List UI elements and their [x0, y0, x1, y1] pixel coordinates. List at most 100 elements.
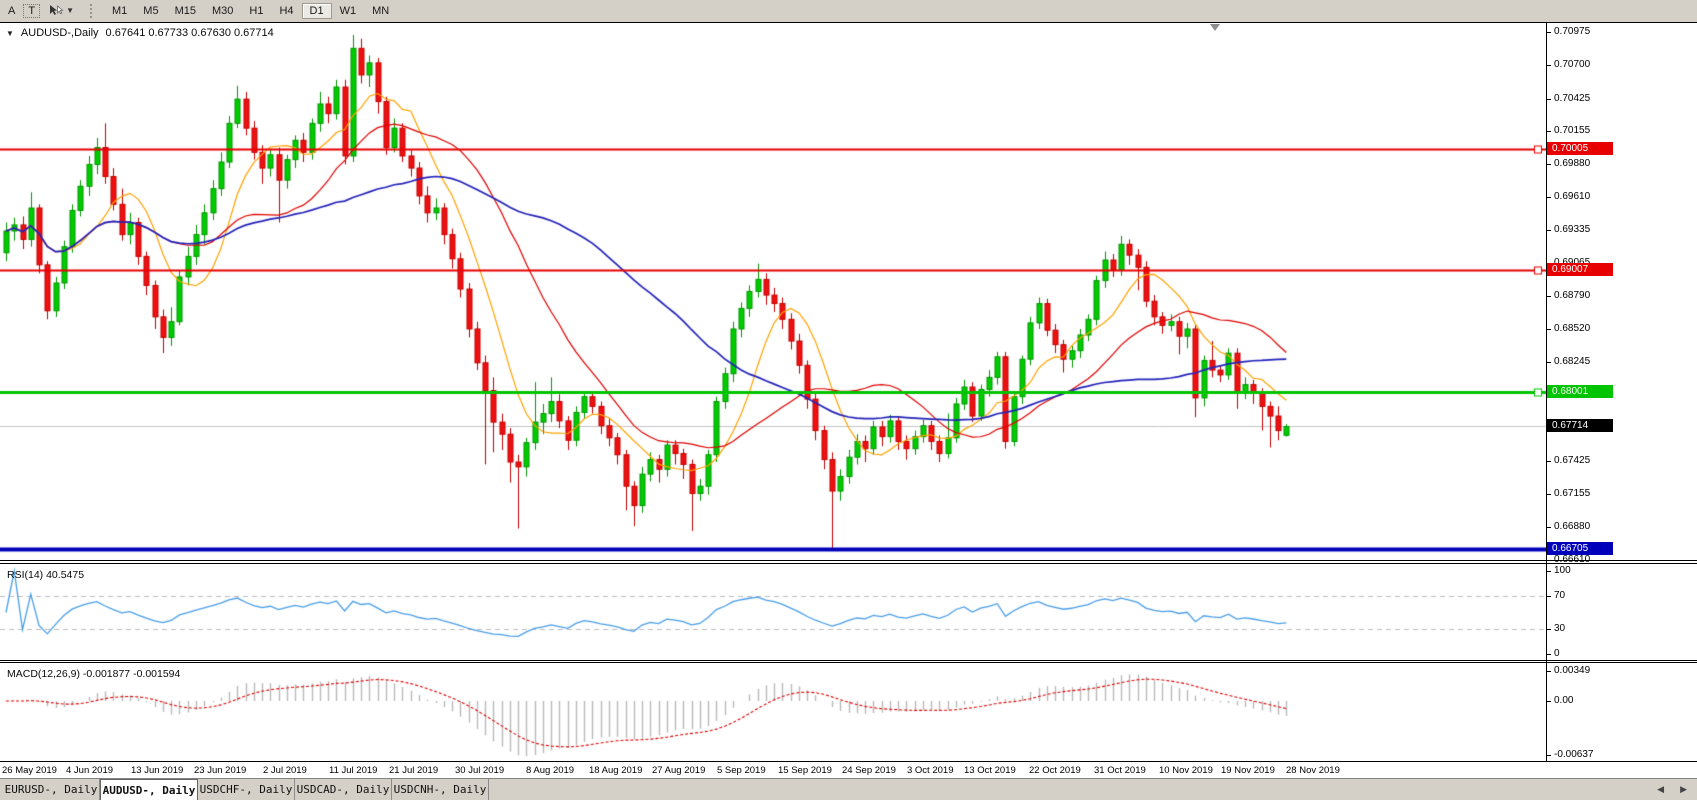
price-axis-tick	[1546, 98, 1551, 100]
price-axis-label: 0.66880	[1554, 521, 1591, 533]
timeframe-button-m30[interactable]: M30	[211, 4, 234, 17]
rsi-axis-label: 70	[1554, 589, 1566, 601]
price-axis-border	[1546, 23, 1547, 761]
chart-tab-eurusd[interactable]: EURUSD-, Daily	[3, 779, 100, 800]
price-axis-tick	[1546, 230, 1551, 232]
date-axis-label: 21 Jul 2019	[389, 765, 439, 776]
rsi-pane-bottom-border[interactable]	[0, 660, 1697, 661]
date-axis-label: 13 Jun 2019	[131, 765, 184, 776]
chart-tab-usdchf[interactable]: USDCHF-, Daily	[198, 779, 295, 800]
price-axis-label: 0.70155	[1554, 125, 1591, 137]
cursor-icon	[50, 5, 64, 15]
date-axis-label: 19 Nov 2019	[1221, 765, 1275, 776]
macd-axis-tick	[1546, 701, 1551, 702]
tab-scroll-arrows: ◀ ▶	[1657, 779, 1697, 800]
price-axis-tick	[1546, 461, 1551, 463]
price-axis-tick	[1546, 197, 1551, 199]
rsi-canvas[interactable]	[0, 564, 1546, 660]
macd-label: MACD(12,26,9) -0.001877 -0.001594	[7, 668, 181, 680]
macd-pane-bottom-border	[0, 761, 1697, 762]
timeframe-button-d1[interactable]: D1	[301, 2, 332, 19]
rsi-label: RSI(14) 40.5475	[7, 569, 85, 581]
date-axis-label: 15 Sep 2019	[778, 765, 832, 776]
date-axis-label: 10 Nov 2019	[1159, 765, 1213, 776]
date-axis-label: 8 Aug 2019	[526, 765, 575, 776]
tab-scroll-left-icon[interactable]: ◀	[1657, 784, 1665, 794]
arrow-tool-button[interactable]: A	[8, 4, 16, 17]
chart-window: ▼ AUDUSD-,Daily 0.67641 0.67733 0.67630 …	[0, 22, 1697, 778]
macd-pane-top-border	[0, 662, 1697, 663]
date-axis-label: 28 Nov 2019	[1286, 765, 1340, 776]
price-axis-tick	[1546, 296, 1551, 298]
chart-tabs: EURUSD-, Daily AUDUSD-, Daily USDCHF-, Dai…	[3, 779, 489, 800]
date-axis-label: 13 Oct 2019	[964, 765, 1016, 776]
price-axis-label: 0.68245	[1554, 356, 1591, 368]
toolbar: A T ▼ M1 M5 M15 M30 H1 H4 D1 W1 MN	[0, 0, 1697, 21]
timeframe-button-w1[interactable]: W1	[339, 4, 357, 17]
chevron-down-icon: ▼	[66, 6, 74, 15]
price-axis-tick	[1546, 32, 1551, 33]
chart-title: ▼ AUDUSD-,Daily 0.67641 0.67733 0.67630 …	[6, 27, 274, 39]
chart-tab-usdcad[interactable]: USDCAD-, Daily	[295, 779, 392, 800]
ohlc-values: 0.67641 0.67733 0.67630 0.67714	[105, 27, 274, 39]
price-axis-label: 0.70425	[1554, 92, 1591, 104]
macd-canvas[interactable]	[0, 663, 1546, 761]
date-axis-label: 3 Oct 2019	[907, 765, 954, 776]
date-axis-label: 4 Jun 2019	[66, 765, 114, 776]
price-line-tag: 0.66705	[1547, 541, 1613, 555]
macd-axis-label: -0.00637	[1554, 749, 1594, 761]
chart-shift-marker-icon	[1210, 24, 1220, 31]
price-axis-label: 0.68790	[1554, 290, 1591, 302]
price-line-tag: 0.68001	[1547, 384, 1613, 398]
price-axis-tick	[1546, 527, 1551, 529]
price-axis-label: 0.70975	[1554, 26, 1591, 37]
rsi-axis-label: 100	[1554, 565, 1571, 576]
macd-axis-tick	[1546, 755, 1551, 757]
price-axis-label: 0.69880	[1554, 158, 1591, 170]
rsi-axis-tick	[1546, 654, 1551, 655]
date-axis-label: 22 Oct 2019	[1029, 765, 1081, 776]
date-axis-label: 11 Jul 2019	[329, 765, 378, 776]
price-axis-tick	[1546, 494, 1551, 496]
date-axis-label: 31 Oct 2019	[1094, 765, 1146, 776]
tab-scroll-right-icon[interactable]: ▶	[1680, 784, 1687, 794]
timeframe-toolbar: M1 M5 M15 M30 H1 H4 D1 W1 MN	[104, 2, 397, 19]
price-axis-tick	[1546, 65, 1551, 67]
date-axis-label: 26 May 2019	[2, 765, 57, 776]
timeframe-button-h1[interactable]: H1	[249, 4, 264, 17]
rsi-axis-tick	[1546, 571, 1551, 572]
chart-title-text: AUDUSD-,Daily	[20, 27, 99, 39]
price-line-tag: 0.70005	[1547, 142, 1613, 156]
macd-axis-tick	[1546, 671, 1551, 673]
price-axis-label: 0.67155	[1554, 488, 1591, 500]
rsi-axis-label: 30	[1554, 623, 1566, 635]
timeframe-button-m1[interactable]: M1	[112, 4, 128, 17]
chart-tab-audusd[interactable]: AUDUSD-, Daily	[100, 779, 198, 800]
price-axis-label: 0.69335	[1554, 224, 1591, 236]
price-axis-tick	[1546, 362, 1551, 364]
text-tool-button[interactable]: T	[23, 3, 41, 18]
macd-axis-label: 0.00	[1554, 695, 1574, 706]
price-axis-label: 0.69610	[1554, 191, 1591, 203]
rsi-axis-tick	[1546, 595, 1551, 597]
timeframe-button-m15[interactable]: M15	[174, 4, 196, 17]
date-axis-label: 23 Jun 2019	[194, 765, 247, 776]
price-axis-label: 0.67425	[1554, 455, 1591, 467]
toolbar-grip	[90, 3, 95, 18]
main-pane-bottom-border[interactable]	[0, 560, 1697, 561]
rsi-pane-top-border	[0, 563, 1697, 564]
timeframe-button-mn[interactable]: MN	[372, 4, 390, 17]
main-price-canvas[interactable]	[0, 23, 1546, 560]
price-axis-label: 0.66610	[1554, 554, 1591, 565]
chart-tab-bar: EURUSD-, Daily AUDUSD-, Daily USDCHF-, Dai…	[0, 778, 1697, 800]
price-axis-tick	[1546, 560, 1551, 561]
price-axis-tick	[1546, 131, 1551, 133]
timeframe-button-m5[interactable]: M5	[143, 4, 159, 17]
timeframe-button-h4[interactable]: H4	[279, 4, 294, 17]
cursor-tool-button[interactable]: ▼	[43, 3, 79, 18]
date-axis-label: 27 Aug 2019	[652, 765, 706, 776]
price-axis-tick	[1546, 164, 1551, 166]
date-axis-label: 5 Sep 2019	[717, 765, 766, 776]
current-price-tag: 0.67714	[1547, 419, 1613, 433]
chart-tab-usdcnh[interactable]: USDCNH-, Daily	[392, 779, 489, 800]
